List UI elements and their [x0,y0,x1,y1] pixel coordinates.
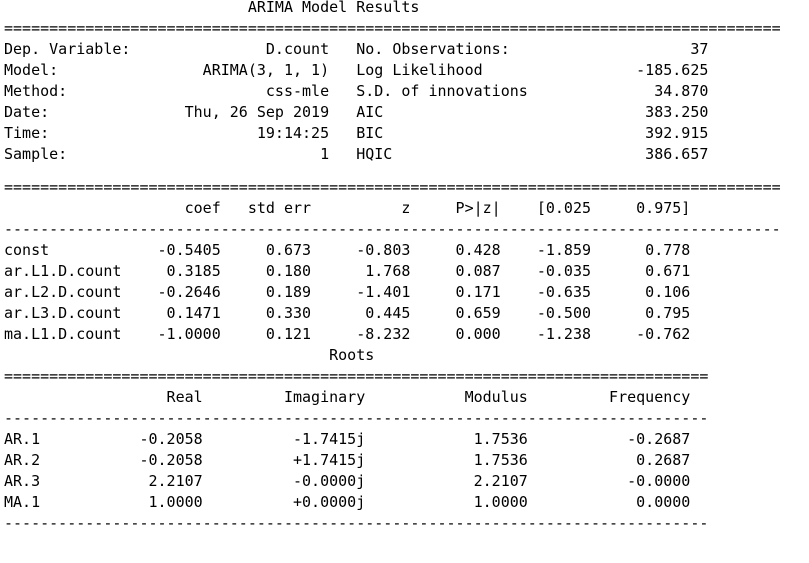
double-rule: ========================================… [4,177,781,196]
summary-row: Dep. Variable: D.count No. Observations:… [4,40,709,58]
roots-table-header: Real Imaginary Modulus Frequency [4,387,691,406]
coef-table-row: ma.L1.D.count -1.0000 0.121 -8.232 0.000… [4,324,691,343]
roots-title: Roots [4,345,709,364]
double-rule: ========================================… [4,19,781,37]
summary-row: Date: Thu, 26 Sep 2019 AIC 383.250 [4,103,709,121]
single-rule: ----------------------------------------… [4,513,709,532]
roots-table-row: AR.3 2.2107 -0.0000j 2.2107 -0.0000 [4,471,691,490]
double-rule: ========================================… [4,366,709,385]
roots-table-row: AR.1 -0.2058 -1.7415j 1.7536 -0.2687 [4,429,691,448]
coef-table-row: const -0.5405 0.673 -0.803 0.428 -1.859 … [4,240,691,259]
roots-table-row: MA.1 1.0000 +0.0000j 1.0000 0.0000 [4,492,691,511]
coef-table-row: ar.L2.D.count -0.2646 0.189 -1.401 0.171… [4,282,691,301]
coef-table-row: ar.L3.D.count 0.1471 0.330 0.445 0.659 -… [4,303,691,322]
summary-row: Sample: 1 HQIC 386.657 [4,145,709,163]
summary-row: Method: css-mle S.D. of innovations 34.8… [4,82,709,100]
single-rule: ----------------------------------------… [4,219,781,238]
report-title: ARIMA Model Results [4,0,673,16]
summary-row: Model: ARIMA(3, 1, 1) Log Likelihood -18… [4,61,709,79]
coef-table-header: coef std err z P>|z| [0.025 0.975] [4,198,691,217]
roots-table-row: AR.2 -0.2058 +1.7415j 1.7536 0.2687 [4,450,691,469]
coef-table-row: ar.L1.D.count 0.3185 0.180 1.768 0.087 -… [4,261,691,280]
summary-row: Time: 19:14:25 BIC 392.915 [4,124,709,142]
single-rule: ----------------------------------------… [4,408,709,427]
